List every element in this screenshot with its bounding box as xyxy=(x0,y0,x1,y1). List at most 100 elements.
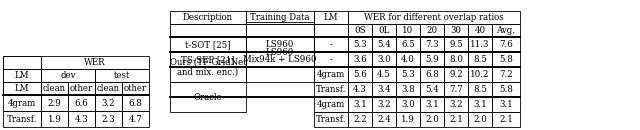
Bar xyxy=(122,95,149,111)
Bar xyxy=(41,56,149,69)
Bar xyxy=(420,112,444,127)
Text: 2.0: 2.0 xyxy=(425,115,439,124)
Bar xyxy=(420,52,444,67)
Bar xyxy=(396,24,420,37)
Bar xyxy=(444,67,468,82)
Bar xyxy=(170,24,246,37)
Text: 4gram: 4gram xyxy=(317,100,345,109)
Bar xyxy=(95,111,122,127)
Bar xyxy=(420,24,444,37)
Bar xyxy=(68,82,95,95)
Text: 3.0: 3.0 xyxy=(377,55,391,64)
Bar xyxy=(444,24,468,37)
Bar xyxy=(246,22,314,82)
Text: LM: LM xyxy=(15,71,29,80)
Text: TS-SEP [21]: TS-SEP [21] xyxy=(181,55,235,64)
Bar xyxy=(314,82,348,97)
Text: 8.5: 8.5 xyxy=(473,85,487,94)
Bar xyxy=(444,52,468,67)
Bar xyxy=(420,82,444,97)
Text: 4gram: 4gram xyxy=(8,99,36,108)
Text: 40: 40 xyxy=(474,26,486,35)
Text: 2.1: 2.1 xyxy=(499,115,513,124)
Text: 0L: 0L xyxy=(378,26,390,35)
Bar xyxy=(246,52,314,67)
Text: 8.0: 8.0 xyxy=(449,55,463,64)
Bar xyxy=(420,67,444,82)
Text: 2.9: 2.9 xyxy=(47,99,61,108)
Bar xyxy=(314,112,348,127)
Text: 1.9: 1.9 xyxy=(401,115,415,124)
Bar xyxy=(396,112,420,127)
Text: 4.7: 4.7 xyxy=(129,115,142,124)
Text: 10.2: 10.2 xyxy=(470,70,490,79)
Text: 5.3: 5.3 xyxy=(353,40,367,49)
Text: Description: Description xyxy=(183,13,233,22)
Text: 3.0: 3.0 xyxy=(401,100,415,109)
Bar xyxy=(468,112,492,127)
Bar xyxy=(170,82,246,112)
Text: 3.2: 3.2 xyxy=(102,99,115,108)
Bar xyxy=(314,67,348,82)
Text: test: test xyxy=(114,71,130,80)
Bar xyxy=(348,24,372,37)
Bar xyxy=(492,24,520,37)
Bar xyxy=(348,112,372,127)
Text: 8.5: 8.5 xyxy=(473,55,487,64)
Bar xyxy=(444,97,468,112)
Text: LM: LM xyxy=(324,13,339,22)
Bar xyxy=(420,37,444,52)
Text: 2.2: 2.2 xyxy=(353,115,367,124)
Bar xyxy=(468,82,492,97)
Text: 3.1: 3.1 xyxy=(425,100,439,109)
Bar xyxy=(314,37,348,52)
Text: dev: dev xyxy=(60,71,76,80)
Bar xyxy=(420,97,444,112)
Text: 5.9: 5.9 xyxy=(425,55,439,64)
Bar xyxy=(170,52,246,67)
Text: 3.2: 3.2 xyxy=(377,100,391,109)
Bar xyxy=(348,67,372,82)
Bar xyxy=(468,67,492,82)
Text: Mix94k + LS960: Mix94k + LS960 xyxy=(243,55,317,64)
Bar xyxy=(468,37,492,52)
Bar xyxy=(492,37,520,52)
Text: 5.3: 5.3 xyxy=(401,70,415,79)
Text: 2.1: 2.1 xyxy=(449,115,463,124)
Text: Transf.: Transf. xyxy=(316,115,346,124)
Text: 10: 10 xyxy=(403,26,413,35)
Text: WER: WER xyxy=(84,58,106,67)
Text: Oracle: Oracle xyxy=(194,93,222,102)
Bar xyxy=(372,82,396,97)
Text: 6.6: 6.6 xyxy=(75,99,88,108)
Text: 3.6: 3.6 xyxy=(353,55,367,64)
Text: 2.3: 2.3 xyxy=(102,115,115,124)
Text: 5.8: 5.8 xyxy=(499,55,513,64)
Text: 11.3: 11.3 xyxy=(470,40,490,49)
Text: 3.8: 3.8 xyxy=(401,85,415,94)
Bar xyxy=(396,37,420,52)
Text: 30: 30 xyxy=(451,26,461,35)
Text: Transf.: Transf. xyxy=(7,115,37,124)
Bar xyxy=(396,82,420,97)
Bar xyxy=(444,112,468,127)
Text: 4.5: 4.5 xyxy=(377,70,391,79)
Bar xyxy=(492,67,520,82)
Bar xyxy=(170,11,246,24)
Bar xyxy=(95,95,122,111)
Bar xyxy=(492,52,520,67)
Bar xyxy=(314,24,348,37)
Text: 7.6: 7.6 xyxy=(499,40,513,49)
Bar xyxy=(3,56,41,95)
Bar xyxy=(41,82,68,95)
Bar xyxy=(170,37,246,52)
Text: other: other xyxy=(70,84,93,93)
Bar xyxy=(41,69,95,82)
Text: 5.4: 5.4 xyxy=(377,40,391,49)
Text: 7.7: 7.7 xyxy=(449,85,463,94)
Text: Avg.: Avg. xyxy=(497,26,515,35)
Text: 7.3: 7.3 xyxy=(425,40,439,49)
Text: LS960: LS960 xyxy=(266,40,294,49)
Bar xyxy=(3,82,41,95)
Text: 6.8: 6.8 xyxy=(425,70,439,79)
